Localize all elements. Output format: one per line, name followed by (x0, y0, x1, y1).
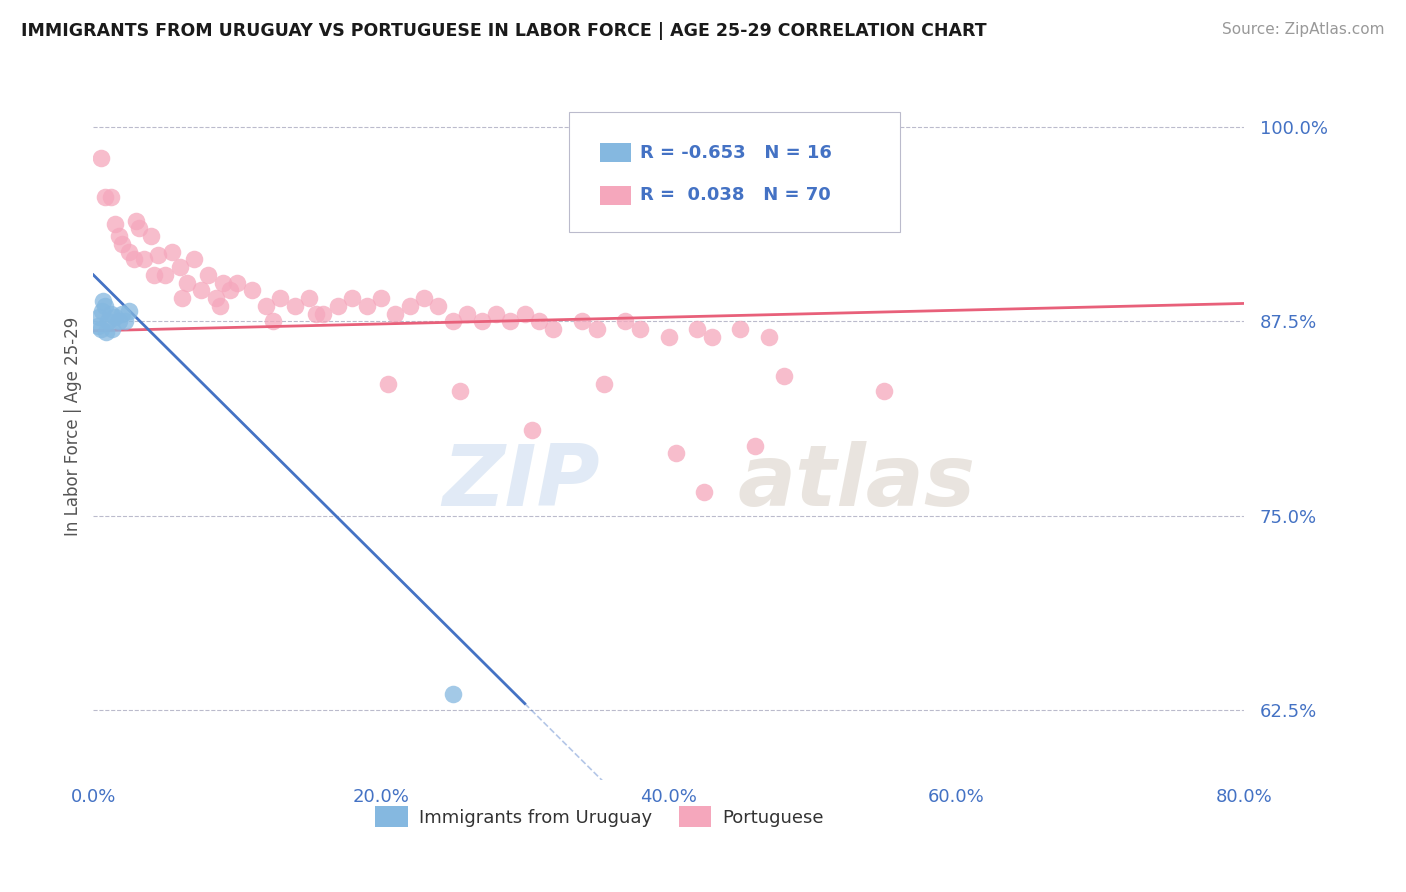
Point (499, 314, 522, 328)
Point (730, 322, 752, 336)
Point (298, 291, 321, 305)
Point (340, 291, 363, 305)
Point (384, 307, 406, 321)
Point (122, 252, 145, 267)
Point (744, 439, 766, 453)
Point (204, 291, 226, 305)
Point (169, 260, 191, 274)
Point (142, 268, 165, 282)
Point (377, 376, 399, 391)
Point (211, 276, 233, 290)
Point (208, 299, 231, 313)
Point (449, 384, 471, 399)
Point (413, 291, 436, 305)
Point (262, 314, 284, 328)
Text: IMMIGRANTS FROM URUGUAY VS PORTUGUESE IN LABOR FORCE | AGE 25-29 CORRELATION CHA: IMMIGRANTS FROM URUGUAY VS PORTUGUESE IN… (21, 22, 987, 40)
Point (441, 314, 464, 328)
Point (269, 291, 291, 305)
Point (111, 307, 134, 321)
Point (104, 310, 127, 324)
Point (758, 330, 780, 344)
Point (97, 314, 120, 328)
Point (197, 268, 219, 282)
Point (100, 190, 122, 204)
Point (91, 303, 114, 318)
Point (155, 268, 177, 282)
Point (356, 299, 378, 313)
Point (543, 322, 565, 336)
Point (686, 322, 709, 336)
Point (128, 221, 150, 235)
Point (592, 376, 614, 391)
Point (370, 291, 392, 305)
Text: Source: ZipAtlas.com: Source: ZipAtlas.com (1222, 22, 1385, 37)
Text: R =  0.038   N = 70: R = 0.038 N = 70 (640, 186, 831, 204)
Point (614, 314, 637, 328)
Point (114, 314, 136, 328)
Point (93, 294, 115, 309)
Point (398, 299, 420, 313)
Point (146, 248, 169, 262)
Y-axis label: In Labor Force | Age 25-29: In Labor Force | Age 25-29 (65, 317, 82, 536)
Point (89, 322, 111, 336)
Point (172, 291, 194, 305)
Point (104, 217, 127, 231)
Point (94, 190, 117, 204)
Point (190, 284, 212, 298)
Text: ZIP: ZIP (441, 442, 599, 524)
Point (441, 687, 464, 701)
Point (326, 299, 349, 313)
Point (485, 307, 508, 321)
Point (693, 485, 716, 500)
Point (513, 307, 536, 321)
Point (456, 307, 478, 321)
Point (96, 326, 118, 340)
Point (254, 299, 277, 313)
Point (284, 299, 307, 313)
Point (111, 236, 134, 251)
Point (240, 284, 263, 298)
Point (125, 213, 148, 227)
Point (100, 307, 122, 321)
Point (108, 229, 131, 244)
Point (89, 152, 111, 166)
Point (94, 299, 117, 313)
Point (118, 303, 141, 318)
Point (139, 229, 162, 244)
Point (471, 314, 494, 328)
Point (183, 252, 205, 267)
Text: atlas: atlas (738, 442, 976, 524)
Point (312, 307, 335, 321)
Point (801, 136, 824, 150)
Legend: Immigrants from Uruguay, Portuguese: Immigrants from Uruguay, Portuguese (368, 799, 831, 834)
Point (162, 244, 184, 259)
Point (101, 322, 124, 336)
Point (108, 314, 131, 328)
Point (628, 322, 651, 336)
Point (665, 446, 688, 460)
Point (571, 314, 593, 328)
Point (520, 423, 543, 437)
Point (700, 330, 723, 344)
Point (772, 368, 794, 383)
Point (527, 314, 550, 328)
Point (132, 252, 155, 267)
Text: R = -0.653   N = 16: R = -0.653 N = 16 (640, 144, 831, 161)
Point (657, 330, 679, 344)
Point (305, 307, 328, 321)
Point (176, 276, 198, 290)
Point (118, 244, 141, 259)
Point (86, 319, 108, 334)
Point (873, 384, 896, 399)
Point (427, 299, 450, 313)
Point (585, 322, 607, 336)
Point (226, 276, 249, 290)
Point (87, 310, 110, 324)
Point (219, 284, 242, 298)
